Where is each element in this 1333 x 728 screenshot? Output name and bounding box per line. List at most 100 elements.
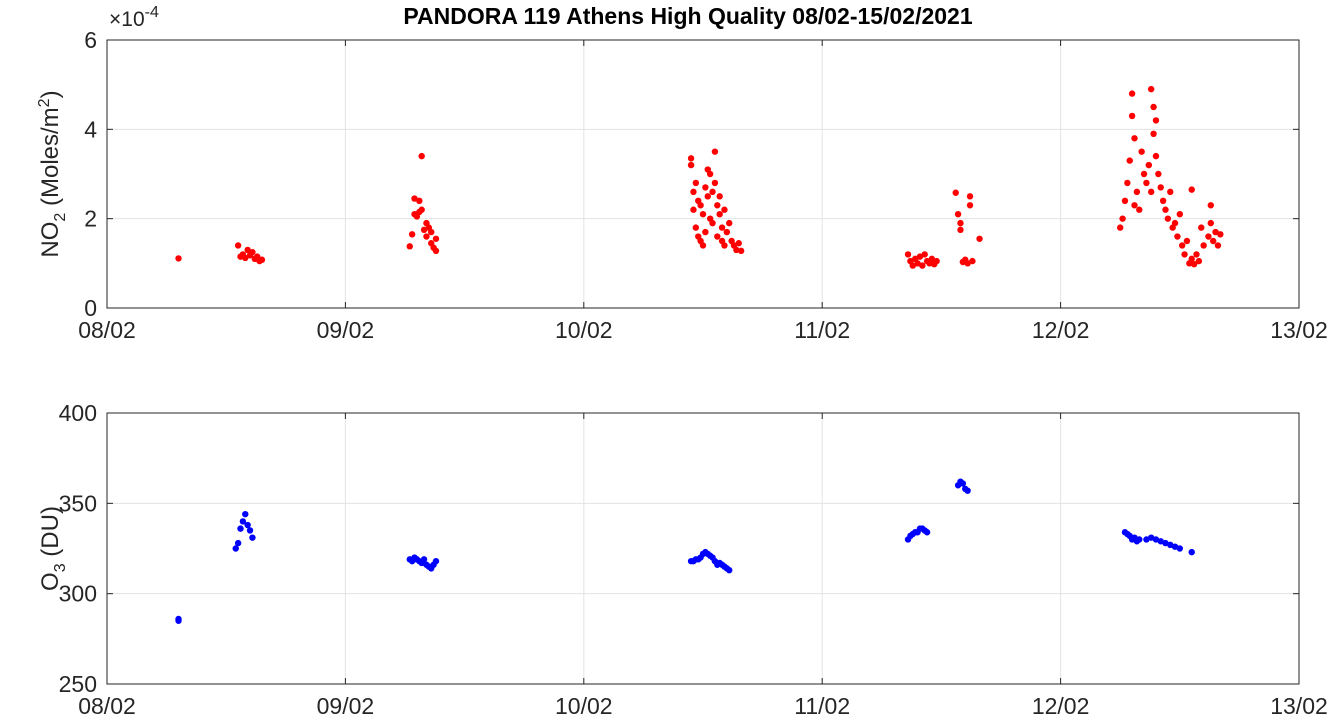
o3-ytick-label: 250 [59,671,97,697]
o3-ytick-label: 350 [59,490,97,516]
no2-data-point [904,251,912,258]
no2-data-point [408,231,416,238]
no2-data-point [723,228,731,236]
no2-data-point [420,226,428,234]
no2-data-point [928,255,936,263]
no2-data-point [687,161,695,169]
o3-ytick-label: 400 [59,400,97,426]
no2-data-point [258,256,266,263]
no2-xtick-label: 12/02 [1032,317,1090,343]
no2-xtick-label: 13/02 [1270,317,1328,343]
no2-ylabel: NO2 (Moles/m2) [36,90,69,257]
no2-data-point [428,228,435,236]
no2-data-point [914,260,921,267]
no2-data-point [966,202,974,209]
o3-data-point [249,534,256,541]
no2-data-point [1152,117,1160,124]
no2-data-point [690,188,697,196]
o3-xtick-label: 13/02 [1270,693,1328,719]
no2-data-point [1212,228,1219,236]
no2-data-point [1195,257,1203,265]
no2-data-point [1164,215,1172,222]
no2-data-point [687,155,695,162]
no2-data-point [706,170,714,178]
no2-data-point [702,184,709,191]
no2-data-point [1198,224,1205,231]
no2-data-point [1145,161,1153,169]
o3-xtick-label: 12/02 [1032,693,1090,719]
o3-data-point [959,480,967,487]
no2-data-point [1150,130,1157,137]
no2-data-point [1131,202,1138,209]
no2-data-point [1162,206,1169,213]
no2-data-point [1176,211,1184,218]
o3-data-point [964,487,971,494]
no2-xtick-label: 08/02 [78,317,136,343]
o3-panel: 08/02 09/02 10/02 11/02 12/02 13/02 250 300 350 4… [37,400,1328,719]
no2-data-point [242,254,249,262]
no2-data-point [416,197,423,204]
no2-data-point [411,195,418,202]
no2-data-point [714,202,721,209]
no2-data-point [1167,188,1174,196]
no2-data-point [1155,170,1162,178]
no2-data-point [957,219,964,227]
no2-data-point [1205,233,1212,240]
no2-data-point [1200,242,1207,249]
no2-data-point [699,242,707,249]
o3-data-point [726,566,733,574]
no2-data-point [711,148,719,155]
no2-data-point [1121,197,1129,204]
no2-data-point [1171,219,1179,227]
no2-data-point [1188,186,1195,193]
no2-data-point [916,253,924,260]
no2-data-point [432,235,440,242]
no2-data-point [716,211,723,218]
o3-data-point [923,529,931,536]
no2-data-point [1174,233,1181,240]
no2-data-point [432,247,440,255]
no2-data-point [954,211,962,218]
no2-data-point [1119,215,1126,222]
no2-data-point [418,206,425,213]
o3-xtick-label: 10/02 [555,693,613,719]
no2-ytick-label: 4 [84,116,97,142]
no2-data-point [933,257,940,265]
no2-data-point [919,262,926,269]
no2-data-point [1181,251,1188,258]
no2-data-point [1188,255,1195,263]
chart-title: PANDORA 119 Athens High Quality 08/02-15… [403,3,972,29]
no2-data-point [1147,85,1155,93]
no2-data-point [418,152,425,160]
no2-axes-box [106,39,1300,309]
o3-data-point [242,510,249,518]
no2-data-point [1131,135,1138,142]
no2-data-point [921,251,928,258]
o3-data-point [1136,536,1143,543]
no2-data-point [711,179,719,187]
o3-data-point [1176,545,1184,552]
no2-data-point [1207,202,1214,209]
no2-ytick-label: 2 [84,206,97,232]
no2-data-point [1128,90,1136,97]
no2-ytick-label: 6 [84,27,97,53]
o3-data-point [420,556,428,563]
no2-data-point [699,211,707,218]
no2-data-point [1157,184,1164,191]
no2-data-point [1159,197,1167,204]
no2-data-point [1190,261,1198,268]
no2-data-point [964,260,971,267]
no2-data-point [697,202,704,209]
no2-data-point [690,206,697,213]
no2-data-point [244,246,251,254]
o3-axes-box [106,412,1300,685]
no2-data-point [1117,224,1124,231]
o3-data-point [239,518,247,525]
no2-data-point [1147,188,1155,196]
no2-data-point [1193,251,1200,258]
no2-data-point [721,242,728,249]
no2-data-point [234,242,242,249]
no2-data-point [969,257,976,265]
